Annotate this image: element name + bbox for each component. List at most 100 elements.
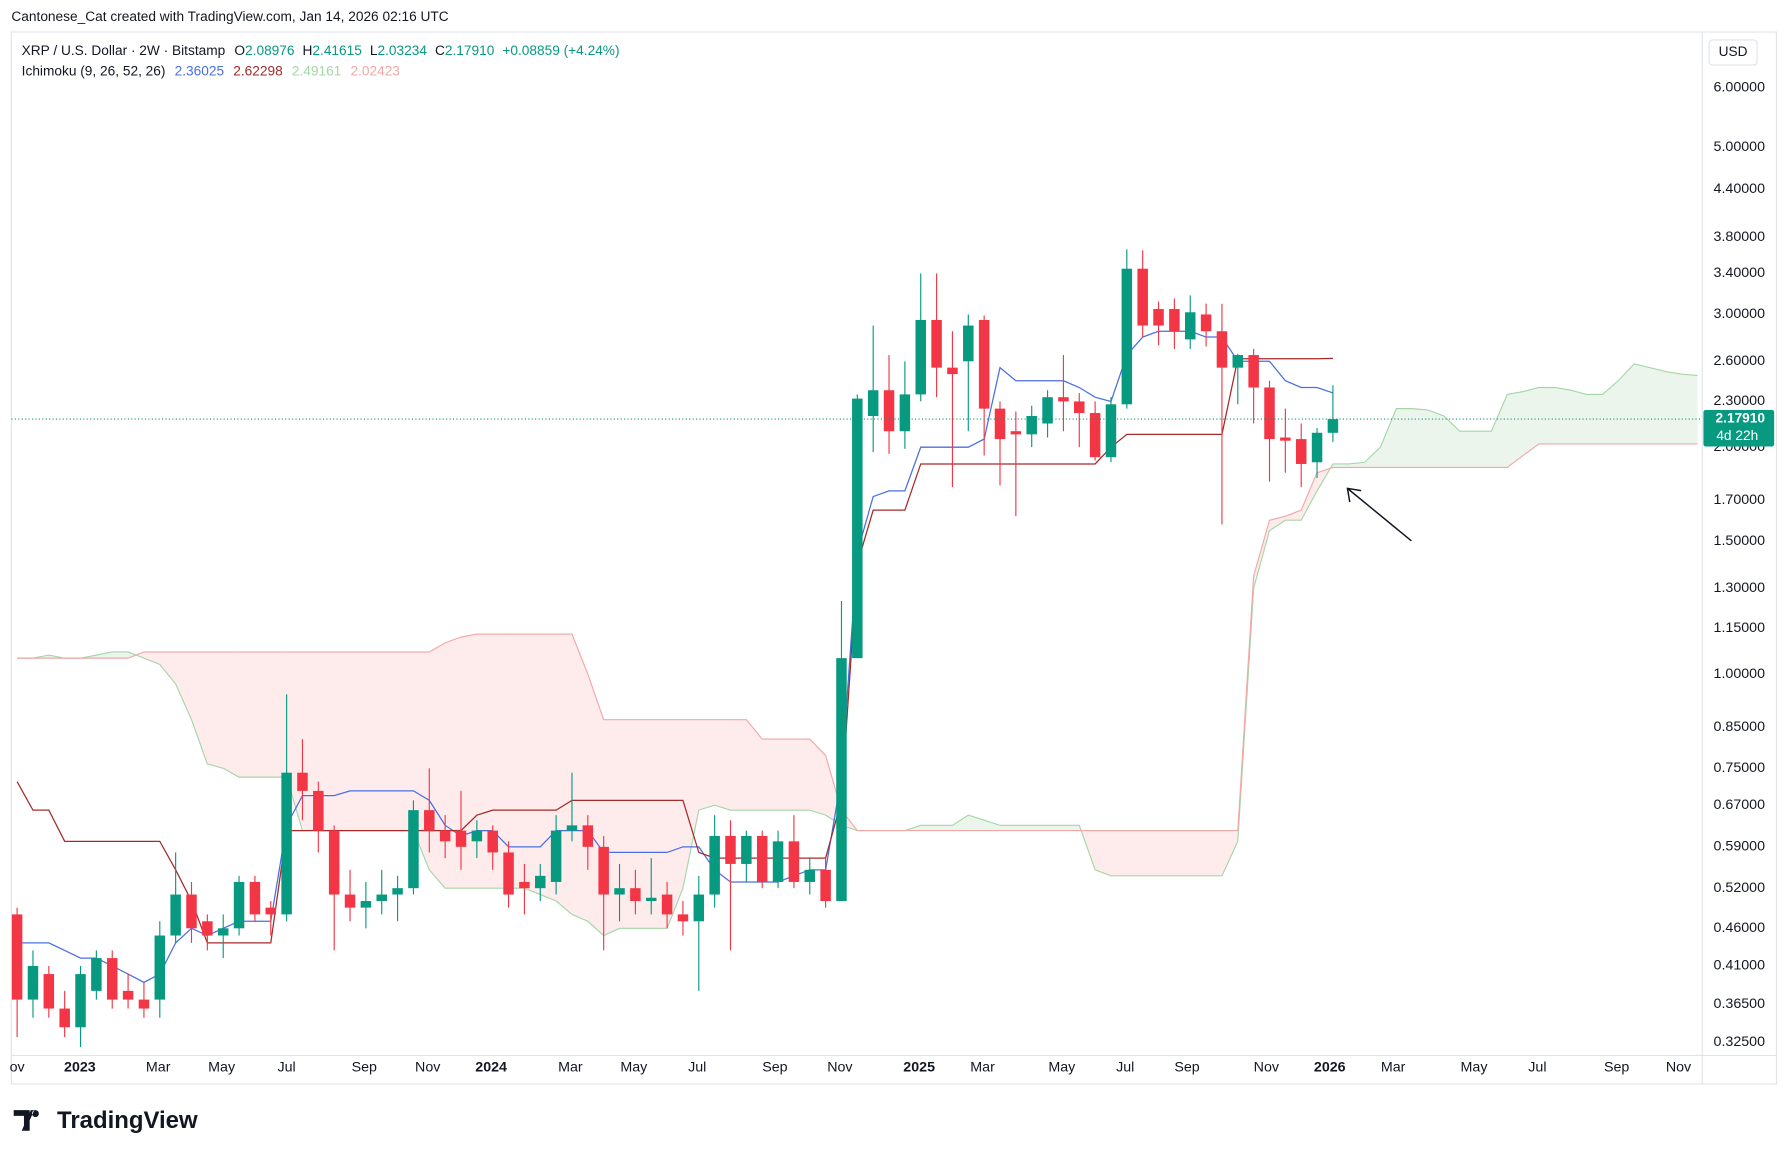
candle-body (1058, 397, 1069, 402)
cloud-segment (1332, 463, 1349, 468)
cloud-segment (270, 651, 287, 778)
candle-body (503, 852, 514, 895)
candle-body (1295, 439, 1307, 464)
arrow-shaft (1346, 487, 1412, 542)
legend: XRP / U.S. Dollar · 2W · Bitstamp O 2.0897… (22, 43, 620, 79)
cloud-segment (809, 739, 826, 816)
cloud-segment (239, 651, 255, 778)
cloud-segment (1142, 830, 1159, 876)
cloud-segment (1459, 431, 1476, 468)
cloud-segment (1412, 408, 1429, 468)
candle-body (661, 894, 673, 915)
candle-body (535, 875, 546, 889)
legend-indicator-value: 2.62298 (233, 64, 283, 79)
candle-body (217, 928, 229, 936)
candle-body (313, 790, 324, 831)
candle-body (1200, 314, 1212, 332)
y-tick-label: 0.59000 (1714, 839, 1766, 855)
candle-body (947, 367, 958, 375)
y-tick-label: 1.15000 (1714, 620, 1766, 636)
cloud-segment (1047, 825, 1064, 831)
cloud-segment (1221, 830, 1238, 876)
x-tick-label: Mar (970, 1060, 995, 1076)
cloud-segment (619, 719, 636, 929)
cloud-segment (1380, 408, 1397, 468)
legend-indicator-value: 2.36025 (175, 64, 225, 79)
cloud-segment (1301, 472, 1318, 521)
x-tick-label: Sep (762, 1060, 787, 1076)
candle-body (1105, 404, 1117, 458)
cloud-segment (460, 634, 477, 889)
candle-body (1089, 413, 1101, 458)
cloud-segment (1554, 387, 1571, 444)
cloud-segment (1031, 825, 1048, 831)
cloud-segment (365, 651, 382, 831)
cloud-segment (159, 651, 176, 685)
candle-body (804, 869, 816, 882)
candle-body (408, 810, 419, 889)
legend-ohlc-key: L (370, 43, 378, 58)
cloud-segment (1539, 387, 1555, 444)
cloud-segment (603, 719, 620, 936)
candle-body (59, 1008, 70, 1028)
cloud-segment (1443, 415, 1460, 468)
x-tick-label: Jul (1528, 1060, 1546, 1076)
cloud-segment (778, 739, 794, 811)
candle-body (836, 658, 847, 902)
x-tick-label: May (1048, 1060, 1076, 1076)
cloud-segment (334, 651, 351, 831)
candle-body (1216, 331, 1228, 368)
currency-button[interactable] (1708, 39, 1758, 66)
y-tick-label: 0.46000 (1714, 920, 1766, 936)
y-tick-label: 3.00000 (1714, 306, 1766, 322)
y-tick-label: 1.00000 (1714, 666, 1766, 682)
cloud-segment (1364, 447, 1381, 468)
x-tick-label: Nov (1254, 1060, 1280, 1076)
candle-body (994, 408, 1006, 440)
candle-body (91, 958, 102, 991)
candle-body (186, 894, 197, 929)
x-tick-label: 2025 (903, 1060, 935, 1076)
cloud-segment (350, 651, 366, 831)
candle-body (1264, 387, 1275, 440)
candle-body (1184, 312, 1196, 340)
price-tag (1703, 409, 1775, 447)
y-tick-label: 5.00000 (1714, 139, 1766, 155)
x-tick-label: May (1461, 1060, 1489, 1076)
candle-body (582, 825, 594, 847)
candle-body (1248, 355, 1259, 388)
candle-body (709, 835, 720, 895)
legend-change: +0.08859 (+4.24%) (502, 43, 619, 58)
cloud-segment (746, 719, 763, 811)
legend-ohlc-value: 2.03234 (378, 43, 428, 58)
chart-frame (10, 31, 1778, 1085)
span-b-line (17, 443, 1698, 832)
candle-body (566, 825, 578, 831)
candle-body (820, 869, 831, 902)
candle-body (281, 772, 292, 915)
x-tick-label: May (208, 1060, 236, 1076)
cloud-segment (318, 651, 335, 831)
candle-body (978, 319, 990, 409)
cloud-segment (1428, 410, 1444, 468)
candle-body (614, 888, 625, 895)
cloud-segment (1634, 363, 1650, 444)
cloud-segment (1665, 371, 1682, 444)
candle-body (439, 830, 451, 842)
cloud-segment (651, 719, 668, 929)
candle-body (106, 958, 118, 1000)
y-tick-label: 0.36500 (1714, 996, 1766, 1012)
candle-body (424, 810, 435, 831)
candle-body (360, 901, 372, 908)
cloud-segment (714, 719, 731, 811)
legend-ohlc-key: O (234, 43, 245, 58)
y-tick-label: 3.80000 (1714, 229, 1766, 245)
candle-body (883, 390, 895, 432)
candle-body (1137, 268, 1148, 326)
y-tick-label: 0.41000 (1714, 958, 1766, 974)
cloud-segment (1523, 387, 1540, 456)
y-tick-label: 1.70000 (1714, 492, 1766, 508)
legend-ohlc-key: H (303, 43, 313, 58)
x-tick-label: Jul (278, 1060, 296, 1076)
